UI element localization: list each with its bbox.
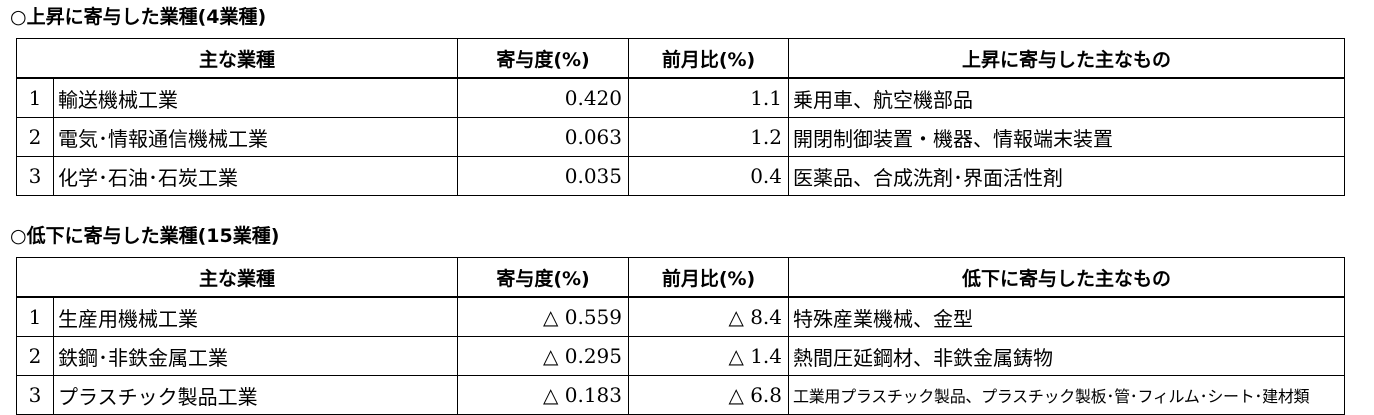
decline-header-industry: 主な業種 (15, 257, 459, 298)
row-industry: 電気･情報通信機械工業 (52, 117, 459, 157)
row-industry: 鉄鋼･非鉄金属工業 (52, 336, 459, 376)
table-row: 1 生産用機械工業 △ 0.559 △ 8.4 特殊産業機械、金型 (16, 296, 1346, 337)
decline-header-mom: 前月比(%) (628, 257, 790, 298)
row-items: 特殊産業機械、金型 (788, 296, 1346, 337)
row-industry: 化学･石油･石炭工業 (52, 156, 459, 196)
row-mom: 1.1 (628, 77, 790, 118)
row-mom: △ 1.4 (628, 336, 790, 376)
row-items: 熱間圧延鋼材、非鉄金属鋳物 (788, 336, 1346, 376)
row-rank: 1 (16, 296, 54, 337)
decline-header-items: 低下に寄与した主なもの (788, 257, 1346, 298)
table-row: 1 輸送機械工業 0.420 1.1 乗用車、航空機部品 (16, 77, 1346, 118)
row-rank: 3 (16, 375, 54, 415)
row-items: 乗用車、航空機部品 (788, 77, 1346, 118)
row-items: 工業用プラスチック製品、プラスチック製板･管･フィルム･シート･建材類 (788, 375, 1346, 415)
row-items: 医薬品、合成洗剤･界面活性剤 (788, 156, 1346, 196)
decline-header-contribution: 寄与度(%) (457, 257, 630, 298)
row-contribution: 0.035 (457, 156, 630, 196)
decline-section-title: ○低下に寄与した業種(15業種) (10, 225, 280, 247)
row-items: 開閉制御装置・機器、情報端末装置 (788, 117, 1346, 157)
decline-table: 主な業種 寄与度(%) 前月比(%) 低下に寄与した主なもの 1 生産用機械工業… (15, 257, 1346, 415)
row-contribution: 0.420 (457, 77, 630, 118)
rise-header-industry: 主な業種 (15, 38, 459, 79)
row-industry: 輸送機械工業 (52, 77, 459, 118)
row-rank: 1 (16, 77, 54, 118)
rise-header-mom: 前月比(%) (628, 38, 790, 79)
row-mom: 1.2 (628, 117, 790, 157)
row-rank: 2 (16, 117, 54, 157)
row-contribution: △ 0.295 (457, 336, 630, 376)
rise-header-items: 上昇に寄与した主なもの (788, 38, 1346, 79)
row-contribution: △ 0.183 (457, 375, 630, 415)
table-row: 2 電気･情報通信機械工業 0.063 1.2 開閉制御装置・機器、情報端末装置 (16, 117, 1346, 157)
row-industry: プラスチック製品工業 (52, 375, 459, 415)
table-row: 3 プラスチック製品工業 △ 0.183 △ 6.8 工業用プラスチック製品、プ… (16, 375, 1346, 415)
rise-header-row: 主な業種 寄与度(%) 前月比(%) 上昇に寄与した主なもの (15, 38, 1346, 79)
row-mom: 0.4 (628, 156, 790, 196)
rise-section-title: ○上昇に寄与した業種(4業種) (10, 6, 267, 28)
rise-header-contribution: 寄与度(%) (457, 38, 630, 79)
table-row: 2 鉄鋼･非鉄金属工業 △ 0.295 △ 1.4 熱間圧延鋼材、非鉄金属鋳物 (16, 336, 1346, 376)
row-industry: 生産用機械工業 (52, 296, 459, 337)
row-contribution: 0.063 (457, 117, 630, 157)
row-rank: 2 (16, 336, 54, 376)
table-row: 3 化学･石油･石炭工業 0.035 0.4 医薬品、合成洗剤･界面活性剤 (16, 156, 1346, 196)
row-rank: 3 (16, 156, 54, 196)
row-mom: △ 6.8 (628, 375, 790, 415)
row-mom: △ 8.4 (628, 296, 790, 337)
rise-table: 主な業種 寄与度(%) 前月比(%) 上昇に寄与した主なもの 1 輸送機械工業 … (15, 38, 1346, 196)
row-contribution: △ 0.559 (457, 296, 630, 337)
decline-header-row: 主な業種 寄与度(%) 前月比(%) 低下に寄与した主なもの (15, 257, 1346, 298)
